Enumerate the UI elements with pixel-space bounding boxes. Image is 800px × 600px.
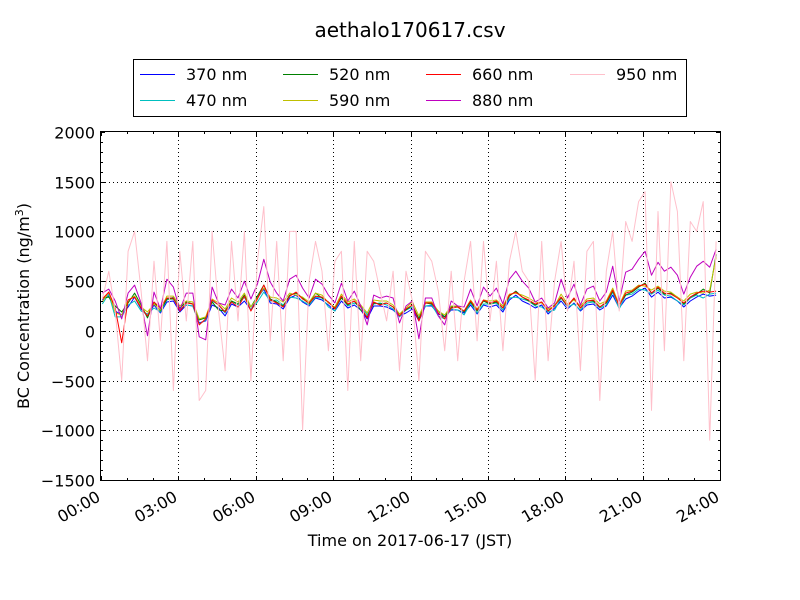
legend-frame	[133, 59, 687, 117]
x-tick-label: 06:00	[209, 487, 258, 527]
legend-items: 370 nm 470 nm 520 nm 590 nm 660 nm 880 nm 950 …	[140, 65, 677, 110]
x-tick-label: 15:00	[441, 487, 490, 527]
legend-label-880-nm: 880 nm	[472, 91, 533, 110]
y-tick-label: −1500	[41, 472, 95, 491]
x-tick-label: 09:00	[286, 487, 335, 527]
x-tick-label: 21:00	[596, 487, 645, 527]
x-axis-label: Time on 2017-06-17 (JST)	[307, 531, 512, 550]
legend-label-660-nm: 660 nm	[472, 65, 533, 84]
series-line-590-nm	[101, 257, 717, 320]
legend-label-470-nm: 470 nm	[186, 91, 247, 110]
x-tick-label: 00:00	[54, 487, 103, 527]
plot-frame	[100, 131, 721, 481]
x-tick-label: 18:00	[518, 487, 567, 527]
series-lines	[101, 181, 717, 441]
legend-label-370-nm: 370 nm	[186, 65, 247, 84]
x-tick-label: 12:00	[364, 487, 413, 527]
x-tick-label: 03:00	[131, 487, 180, 527]
y-tick-label: 1000	[54, 223, 95, 242]
x-tick-label: 24:00	[673, 487, 722, 527]
series-line-370-nm	[102, 287, 717, 324]
y-tick-label: 0	[85, 323, 95, 342]
y-tick-label: 2000	[54, 124, 95, 143]
axis-ticks: −1500 −1000 −500 0 500 1000 1500 2000 00:00 03:00…	[41, 124, 723, 527]
legend-label-590-nm: 590 nm	[329, 91, 390, 110]
y-tick-label: −1000	[41, 422, 95, 441]
y-axis-label-main: BC Concentration (ng/m	[14, 216, 33, 409]
series-line-660-nm	[101, 283, 717, 344]
y-axis-label-sup: 3	[13, 209, 26, 216]
y-tick-label: 500	[64, 273, 95, 292]
y-tick-label: 1500	[54, 174, 95, 193]
series-line-950-nm	[101, 181, 717, 441]
chart-title: aethalo170617.csv	[314, 18, 505, 42]
y-axis-label: BC Concentration (ng/m3)	[13, 203, 33, 409]
legend-label-950-nm: 950 nm	[616, 65, 677, 84]
series-line-880-nm	[102, 249, 717, 341]
legend-label-520-nm: 520 nm	[329, 65, 390, 84]
y-tick-label: −500	[51, 373, 95, 392]
legend: 370 nm 470 nm 520 nm 590 nm 660 nm 880 nm 950 …	[133, 59, 687, 117]
y-axis-label-close: )	[14, 203, 33, 209]
